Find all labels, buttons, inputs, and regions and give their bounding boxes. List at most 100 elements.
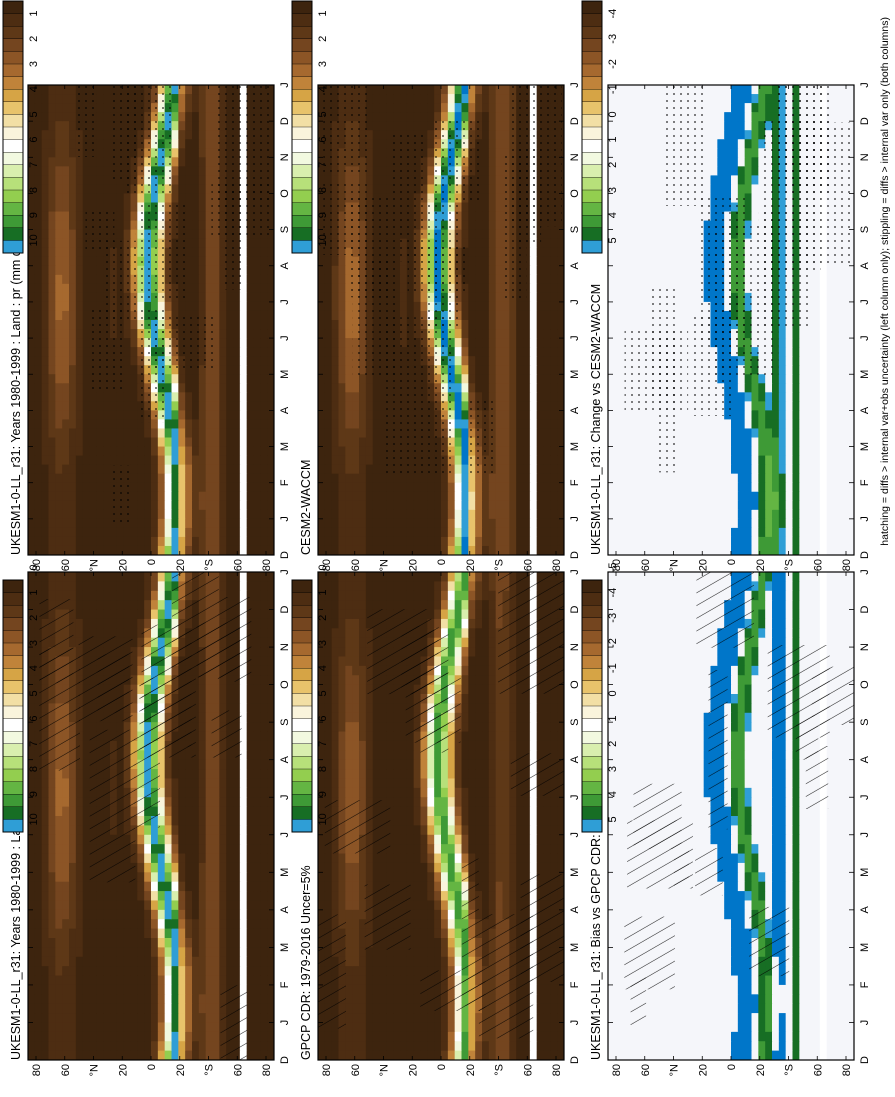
- colorbar-swatch: [581, 705, 603, 719]
- colorbar-swatch: [2, 642, 24, 656]
- colorbar-swatch: [581, 604, 603, 618]
- colorbar-swatch: [2, 755, 24, 770]
- time-tick-label: J: [859, 832, 871, 838]
- colorbar-label: 0: [28, 564, 40, 570]
- latitude-tick-label: 0: [726, 1064, 738, 1070]
- colorbar-swatch: [581, 239, 603, 254]
- colorbar-swatch: [291, 705, 313, 719]
- colorbar-label: 9: [317, 212, 329, 218]
- stippling-overlay: [74, 84, 274, 524]
- time-tick-label: J: [569, 335, 581, 341]
- colorbar-swatch: [2, 0, 24, 14]
- time-tick-label: F: [859, 479, 871, 486]
- colorbar-swatch: [291, 743, 313, 757]
- latitude-tick-label: 80: [841, 1064, 853, 1076]
- colorbar-swatch: [291, 101, 313, 115]
- latitude-axis: 80 60 °N 20 0 20 °S 60 80: [31, 572, 273, 1076]
- colorbar-swatch: [581, 227, 603, 241]
- time-tick-label: J: [279, 569, 291, 575]
- latitude-tick-label: 60: [350, 559, 362, 571]
- colorbar-swatch: [581, 818, 603, 833]
- colorbar-label: 8: [317, 766, 329, 772]
- colorbar-swatch: [2, 768, 24, 782]
- stippling-overlay: [323, 84, 562, 476]
- time-tick-label: D: [569, 606, 581, 614]
- colorbar-swatch: [581, 629, 603, 644]
- colorbar-label: -2: [607, 59, 619, 69]
- latitude-tick-label: 20: [175, 1064, 187, 1076]
- time-tick-label: D: [569, 551, 581, 559]
- time-tick-label: S: [279, 226, 291, 233]
- time-tick-label: M: [569, 442, 581, 451]
- colorbar-swatch: [581, 579, 603, 593]
- colorbar-swatch: [581, 126, 603, 140]
- colorbar-swatch: [291, 617, 313, 631]
- latitude-axis: 80 60 °N 20 0 20 °S 60 80: [611, 85, 853, 571]
- time-tick-label: J: [569, 569, 581, 575]
- colorbar-swatch: [581, 730, 603, 744]
- time-tick-label: O: [859, 189, 871, 198]
- colorbar-label: 10: [28, 813, 40, 825]
- time-tick-label: J: [569, 299, 581, 305]
- latitude-tick-label: °N: [379, 1064, 391, 1076]
- colorbar-swatch: [581, 806, 603, 820]
- colorbar-swatch: [581, 680, 603, 694]
- colorbar-swatch: [2, 667, 24, 681]
- time-tick-label: D: [279, 117, 291, 125]
- panel-title: UKESM1-0-LL_r31: Years 1980-1999 : Land …: [8, 225, 23, 555]
- time-tick-label: J: [279, 335, 291, 341]
- latitude-tick-label: 20: [117, 1064, 129, 1076]
- time-tick-label: J: [569, 82, 581, 88]
- latitude-tick-label: 80: [321, 559, 333, 571]
- latitude-tick-label: °S: [494, 1064, 506, 1076]
- colorbar-swatch: [581, 189, 603, 203]
- latitude-tick-label: °S: [494, 559, 506, 571]
- latitude-tick-label: 80: [841, 559, 853, 571]
- latitude-tick-label: 60: [640, 1064, 652, 1076]
- colorbar-swatch: [2, 151, 24, 165]
- colorbar-swatch: [581, 113, 603, 128]
- colorbar-swatch: [2, 88, 24, 102]
- latitude-tick-label: 80: [261, 1064, 273, 1076]
- latitude-tick-label: °S: [204, 1064, 216, 1076]
- colorbar-swatch: [2, 579, 24, 593]
- colorbar-swatch: [291, 126, 313, 140]
- colorbar-swatch: [291, 164, 313, 178]
- colorbar-swatch: [2, 101, 24, 115]
- colorbar-label: 8: [317, 187, 329, 193]
- latitude-tick-label: 60: [522, 559, 534, 571]
- latitude-tick-label: 20: [755, 559, 767, 571]
- colorbar-swatch: [2, 617, 24, 631]
- time-tick-label: O: [859, 680, 871, 689]
- hatching-overlay: [39, 572, 252, 1060]
- time-tick-label: N: [859, 643, 871, 651]
- colorbar-swatch: [2, 164, 24, 178]
- time-tick-label: N: [279, 643, 291, 651]
- colorbar-swatch: [291, 63, 313, 77]
- latitude-tick-label: 60: [812, 1064, 824, 1076]
- colorbar-label: 0: [607, 690, 619, 696]
- colorbar-swatch: [2, 227, 24, 241]
- colorbar-swatch: [581, 768, 603, 782]
- time-axis: D J F M A M J J A S O N D J: [28, 82, 291, 559]
- colorbar-label: 5: [317, 111, 329, 117]
- colorbar-swatch: [581, 692, 603, 707]
- colorbar-swatch: [581, 164, 603, 178]
- time-tick-label: O: [279, 680, 291, 689]
- colorbar-label: 2: [28, 615, 40, 621]
- colorbar-swatch: [2, 50, 24, 65]
- colorbar-swatch: [581, 781, 603, 795]
- colorbar-swatch: [2, 176, 24, 191]
- colorbar-label: 4: [28, 665, 40, 671]
- colorbar-label: 0: [317, 564, 329, 570]
- colorbar-swatch: [2, 592, 24, 606]
- colorbar-swatch: [291, 189, 313, 203]
- colorbar-swatch: [2, 76, 24, 90]
- latitude-tick-label: 80: [611, 559, 623, 571]
